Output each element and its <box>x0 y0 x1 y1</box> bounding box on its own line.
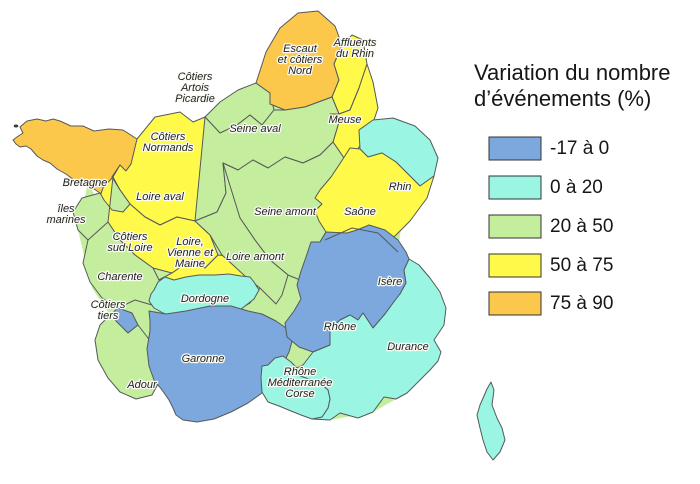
svg-text:Charente: Charente <box>97 271 142 283</box>
svg-text:sud Loire: sud Loire <box>107 242 152 254</box>
svg-text:tiers: tiers <box>98 310 119 322</box>
svg-text:Loire aval: Loire aval <box>136 191 184 203</box>
svg-text:Isère: Isère <box>378 276 402 288</box>
svg-text:Nord: Nord <box>288 65 313 77</box>
svg-text:Picardie: Picardie <box>175 93 215 105</box>
svg-text:d’événements (%): d’événements (%) <box>474 86 651 111</box>
svg-text:Seine amont: Seine amont <box>254 206 317 218</box>
svg-text:Rhin: Rhin <box>389 181 412 193</box>
svg-text:Meuse: Meuse <box>328 114 361 126</box>
svg-text:Rhône: Rhône <box>324 321 356 333</box>
svg-text:75 à 90: 75 à 90 <box>550 293 613 314</box>
svg-text:-17 à 0: -17 à 0 <box>550 138 609 159</box>
svg-text:Garonne: Garonne <box>182 353 225 365</box>
svg-text:Variation du nombre: Variation du nombre <box>474 60 671 85</box>
svg-text:Normands: Normands <box>143 142 194 154</box>
svg-text:Maine: Maine <box>175 258 205 270</box>
svg-text:Adour: Adour <box>126 379 158 391</box>
svg-text:20 à 50: 20 à 50 <box>550 216 613 237</box>
svg-text:Durance: Durance <box>387 341 429 353</box>
svg-text:marines: marines <box>46 214 86 226</box>
svg-text:Saône: Saône <box>344 206 376 218</box>
svg-text:Bretagne: Bretagne <box>63 177 108 189</box>
svg-text:0 à 20: 0 à 20 <box>550 177 603 198</box>
svg-text:du Rhin: du Rhin <box>336 48 374 60</box>
svg-text:50 à 75: 50 à 75 <box>550 255 613 276</box>
svg-text:Dordogne: Dordogne <box>181 293 229 305</box>
svg-text:Seine aval: Seine aval <box>229 123 281 135</box>
svg-text:Loire amont: Loire amont <box>226 251 285 263</box>
svg-text:Corse: Corse <box>285 388 314 400</box>
